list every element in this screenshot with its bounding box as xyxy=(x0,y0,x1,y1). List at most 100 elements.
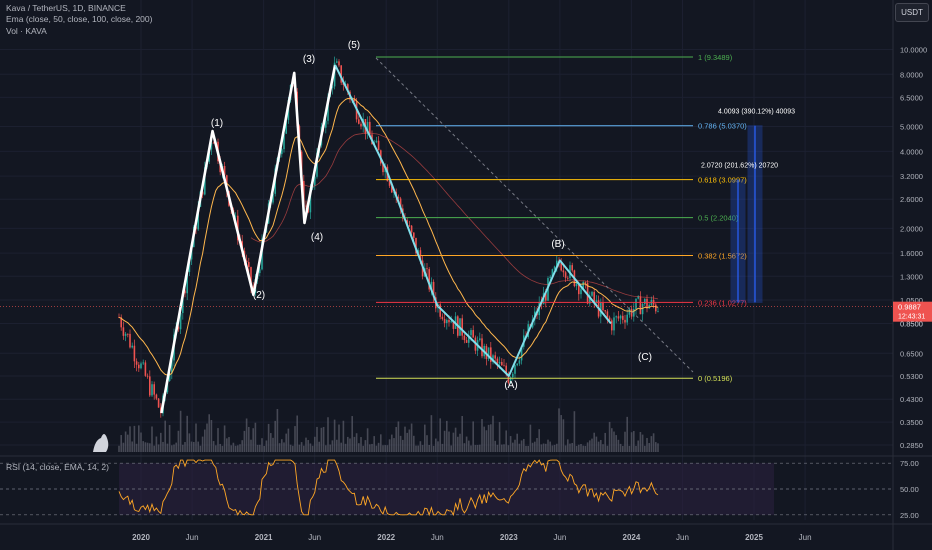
volume-bar xyxy=(501,444,503,452)
candle-body xyxy=(177,326,180,330)
volume-bar xyxy=(329,444,331,452)
candle-body xyxy=(124,333,127,336)
volume-bar xyxy=(373,436,375,452)
volume-bar xyxy=(567,439,569,452)
volume-bar xyxy=(366,428,369,452)
volume-bar xyxy=(558,408,560,452)
volume-bar xyxy=(613,431,615,452)
volume-bar xyxy=(584,445,587,452)
price-axis-tick: 10.0000 xyxy=(900,46,927,55)
volume-bar xyxy=(219,443,221,452)
volume-bar xyxy=(344,443,347,452)
volume-bar xyxy=(573,411,576,452)
candle-body xyxy=(142,362,144,364)
wave-label: (C) xyxy=(638,352,652,363)
volume-bar xyxy=(446,420,448,452)
candle-body xyxy=(492,355,494,362)
volume-bar xyxy=(637,440,639,452)
candle-body xyxy=(223,166,226,176)
wave-label: (3) xyxy=(303,54,315,65)
volume-bar xyxy=(120,435,122,452)
volume-bar xyxy=(212,441,215,452)
candle-body xyxy=(628,308,631,315)
volume-bar xyxy=(516,433,518,452)
fib-level-label: 0.382 (1.5672) xyxy=(698,251,747,260)
candle-body xyxy=(589,295,591,304)
candle-body xyxy=(410,225,413,233)
candle-body xyxy=(314,176,316,186)
rsi-legend: RSI (14, close, EMA, 14, 2) xyxy=(6,462,109,472)
volume-bar xyxy=(472,421,474,452)
volume-bar xyxy=(186,415,188,452)
countdown-label: 12:43:31 xyxy=(898,314,925,321)
volume-bar xyxy=(490,424,492,452)
candle-body xyxy=(369,121,371,135)
candle-body xyxy=(432,281,435,298)
volume-bar xyxy=(171,445,173,452)
last-price-label: 0.9887 xyxy=(898,303,921,312)
volume-bar xyxy=(571,442,573,452)
volume-bar xyxy=(534,441,536,452)
candle-body xyxy=(556,260,558,267)
fib-trend-line xyxy=(375,57,694,373)
price-axis-tick: 0.8500 xyxy=(900,319,923,328)
projection-label: 2.0720 (201.62%) 20720 xyxy=(701,163,778,170)
volume-bar xyxy=(604,432,606,452)
candle-body xyxy=(448,319,450,323)
candle-body xyxy=(637,296,639,299)
candle-body xyxy=(197,206,199,230)
volume-bar xyxy=(157,444,160,452)
candle-body xyxy=(613,317,615,331)
volume-bar xyxy=(509,436,512,452)
volume-bar xyxy=(496,444,499,452)
volume-bar xyxy=(630,432,633,452)
volume-bar xyxy=(153,445,155,452)
candle-body xyxy=(272,193,274,203)
candle-body xyxy=(377,140,380,151)
rsi-axis-tick: 25.00 xyxy=(900,511,919,520)
candle-body xyxy=(520,346,523,361)
volume-bar xyxy=(311,445,314,452)
volume-bar xyxy=(626,416,628,452)
price-axis-tick: 8.0000 xyxy=(900,70,923,79)
volume-bar xyxy=(208,414,210,452)
volume-bar xyxy=(318,441,320,452)
candle-body xyxy=(496,358,499,364)
candle-body xyxy=(347,84,349,92)
volume-bar xyxy=(195,423,197,452)
tradingview-logo xyxy=(93,434,109,452)
volume-bar xyxy=(512,442,514,452)
candle-body xyxy=(146,375,149,377)
volume-bar xyxy=(388,439,391,452)
volume-bar xyxy=(375,445,378,452)
volume-bar xyxy=(206,423,208,452)
ema-legend: Ema (close, 50, close, 100, close, 200) xyxy=(6,14,153,24)
candle-body xyxy=(564,272,567,278)
volume-bar xyxy=(358,443,360,452)
volume-bar xyxy=(210,419,213,452)
candle-body xyxy=(595,300,598,303)
impulse-wave-line xyxy=(160,64,337,414)
currency-button[interactable]: USDT xyxy=(895,3,929,22)
time-axis-tick: Jun xyxy=(553,533,566,542)
candle-body xyxy=(171,360,173,374)
candle-body xyxy=(562,270,565,273)
candle-body xyxy=(138,364,140,369)
candle-body xyxy=(622,315,624,320)
volume-bar xyxy=(382,445,384,452)
candle-body xyxy=(399,198,402,209)
wave-label: (5) xyxy=(348,40,360,51)
volume-bar xyxy=(325,445,327,452)
volume-bar xyxy=(448,431,450,452)
volume-bar xyxy=(239,444,241,452)
volume-bar xyxy=(641,434,644,452)
volume-bar xyxy=(578,444,580,452)
volume-bar xyxy=(287,428,290,452)
volume-bar xyxy=(193,441,195,452)
volume-bar xyxy=(199,445,202,452)
volume-bar xyxy=(331,440,334,452)
candle-body xyxy=(439,304,441,317)
volume-bar xyxy=(397,421,400,452)
volume-bar xyxy=(569,443,571,452)
